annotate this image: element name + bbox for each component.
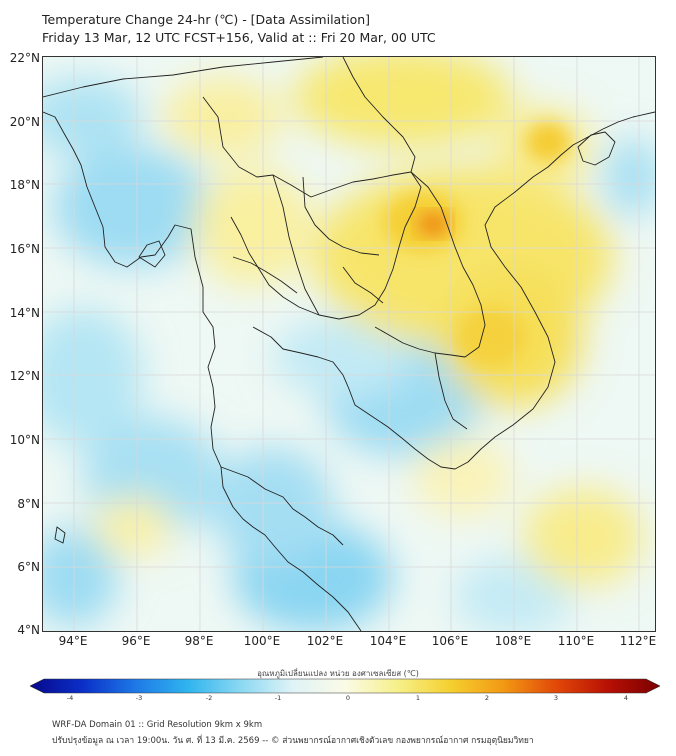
colorbar-tick: -4 [66,694,74,702]
chart-subtitle: Friday 13 Mar, 12 UTC FCST+156, Valid at… [42,30,436,45]
coastlines [43,57,655,631]
lon-label-94: 94°E [58,634,88,648]
footer-credit: ปรับปรุงข้อมูล ณ เวลา 19:00น. วัน ศ. ที่… [52,736,534,746]
lat-label-8: 8°N [17,497,40,511]
colorbar-tick: 4 [623,694,629,702]
lon-label-110: 110°E [557,634,595,648]
lat-label-20: 20°N [9,115,40,129]
colorbar-tick: 2 [484,694,490,702]
footer-domain-info: WRF-DA Domain 01 :: Grid Resolution 9km … [52,720,263,730]
lon-label-96: 96°E [121,634,151,648]
temperature-field [43,57,655,631]
lat-label-14: 14°N [9,306,40,320]
lon-label-104: 104°E [369,634,407,648]
lon-label-102: 102°E [306,634,344,648]
colorbar-tick: 0 [345,694,351,702]
colorbar-tick: -2 [205,694,213,702]
lat-label-12: 12°N [9,369,40,383]
colorbar-tick: 3 [553,694,559,702]
lat-label-22: 22°N [9,51,40,65]
map-plot [42,56,656,632]
lat-label-18: 18°N [9,178,40,192]
chart-title: Temperature Change 24-hr (℃) - [Data Ass… [42,12,371,27]
colorbar-tick: -1 [274,694,282,702]
lat-label-10: 10°N [9,433,40,447]
lon-label-100: 100°E [243,634,281,648]
colorbar-title: อุณหภูมิเปลี่ยนแปลง หน่วย องศาเซลเซียส (… [257,669,419,678]
colorbar [30,678,660,694]
lon-label-112: 112°E [619,634,657,648]
lat-label-4: 4°N [17,623,40,637]
lat-label-6: 6°N [17,560,40,574]
colorbar-gradient [30,678,660,694]
colorbar-tick: 1 [415,694,421,702]
warm-hotspot [417,212,449,236]
lon-label-98: 98°E [184,634,214,648]
lat-label-16: 16°N [9,242,40,256]
lon-label-108: 108°E [494,634,532,648]
lon-label-106: 106°E [431,634,469,648]
colorbar-tick: -3 [135,694,143,702]
